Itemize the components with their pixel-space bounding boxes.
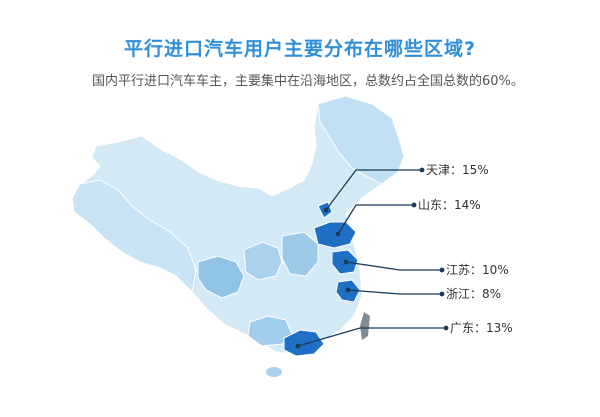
- region-4-share-label: 广东：13%: [450, 321, 513, 335]
- hainan-shape: [266, 367, 282, 377]
- region-4-end-dot: [443, 325, 449, 331]
- region-4-anchor-dot: [295, 343, 301, 349]
- taiwan-shape: [360, 312, 370, 340]
- region-0-anchor-dot: [323, 207, 329, 213]
- page-subtitle: 国内平行进口汽车车主，主要集中在沿海地区，总数约占全国总数的60%。: [92, 74, 524, 89]
- region-0-end-dot: [419, 167, 425, 173]
- region-3-leader-line: [347, 289, 442, 295]
- region-1-leader-line: [337, 204, 414, 235]
- region-2-anchor-dot: [343, 259, 349, 265]
- northeast-region-shape: [317, 95, 405, 185]
- region-3-share-label: 浙江：8%: [446, 287, 501, 301]
- sichuan-region-shape: [243, 241, 283, 281]
- region-2-end-dot: [439, 267, 445, 273]
- region-1-share-label: 山东：14%: [418, 198, 481, 212]
- page-title: 平行进口汽车用户主要分布在哪些区域?: [123, 38, 477, 60]
- leader-lines: [295, 167, 449, 349]
- region-1-end-dot: [411, 202, 417, 208]
- region-3-end-dot: [439, 291, 445, 297]
- central-east-region-shape: [281, 231, 319, 277]
- guangdong-area[interactable]: [283, 329, 325, 357]
- region-1-anchor-dot: [335, 231, 341, 237]
- region-4-leader-line: [297, 327, 446, 347]
- shandong-area[interactable]: [313, 221, 357, 249]
- region-0-leader-line: [325, 169, 422, 211]
- central-region-shape: [197, 255, 245, 299]
- region-3-anchor-dot: [345, 287, 351, 293]
- region-2-share-label: 江苏：10%: [446, 263, 509, 277]
- region-labels: 天津：15% 山东：14% 江苏：10% 浙江：8% 广东：13%: [418, 163, 513, 335]
- region-0-share-label: 天津：15%: [426, 163, 489, 177]
- west-region-shape: [71, 179, 197, 294]
- region-2-leader-line: [345, 261, 442, 271]
